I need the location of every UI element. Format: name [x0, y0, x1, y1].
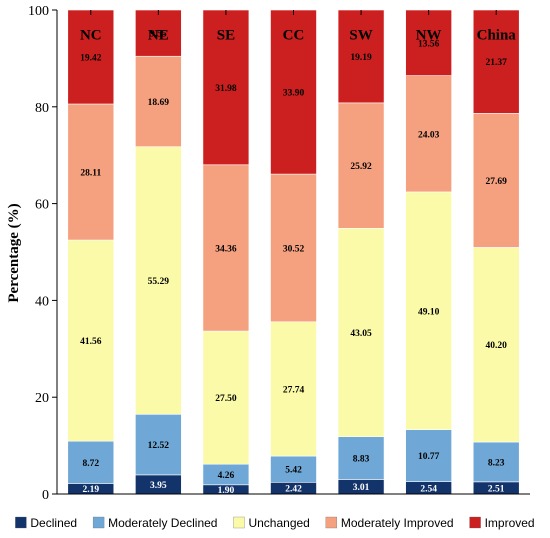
x-axis: NC NE SE CC SW NW China [57, 10, 530, 495]
bar-segment-se-improved [202, 9, 250, 166]
value-label-sw-moderately-improved: 25.92 [350, 162, 372, 172]
bar-segment-se-unchanged [202, 330, 250, 465]
value-label-nw-moderately-declined: 10.77 [418, 452, 440, 462]
legend-label-moderately-improved: Moderately Improved [341, 516, 454, 530]
x-tick-label-nw: NW [416, 28, 442, 44]
value-label-ne-declined: 3.95 [150, 481, 167, 491]
x-tick-label-china: China [477, 28, 517, 44]
x-tick-label-ne: NE [148, 28, 169, 44]
value-label-cc-declined: 2.42 [285, 485, 302, 495]
bar-segment-china-moderately-improved [472, 113, 520, 248]
value-label-cc-improved: 33.90 [283, 89, 305, 99]
x-tick-label-sw: SW [349, 28, 372, 44]
legend-swatch-moderately-improved [325, 516, 338, 529]
bar-segment-ne-improved [135, 9, 182, 57]
value-label-nw-moderately-improved: 24.03 [418, 130, 440, 140]
legend-swatch-unchanged [233, 516, 245, 529]
bar-segment-sw-moderately-declined [337, 436, 385, 480]
bar-segment-sw-moderately-improved [337, 102, 385, 229]
bar-segment-nw-moderately-declined [405, 429, 452, 483]
y-tick-label: 0 [42, 488, 49, 503]
value-labels-group: 2.19 8.72 41.56 28.11 19.42 3.95 12.52 55.29 18.… [80, 30, 507, 496]
value-label-ne-moderately-declined: 12.52 [148, 441, 170, 451]
value-label-sw-improved: 19.19 [350, 53, 372, 63]
y-tick-label: 40 [35, 294, 49, 309]
bar-segment-nw-moderately-improved [405, 75, 452, 193]
value-label-ne-unchanged: 55.29 [148, 277, 170, 287]
value-label-china-unchanged: 40.20 [486, 341, 508, 351]
bar-segment-cc-moderately-declined [270, 455, 317, 483]
value-label-se-moderately-improved: 34.36 [215, 244, 237, 254]
value-label-nw-unchanged: 49.10 [418, 307, 440, 317]
value-label-se-unchanged: 27.50 [215, 394, 237, 404]
bar-segment-se-moderately-improved [202, 164, 250, 332]
bar-segment-china-unchanged [472, 247, 520, 443]
value-label-sw-unchanged: 43.05 [350, 329, 372, 339]
bar-segment-nc-unchanged [67, 239, 115, 442]
legend-swatch-moderately-declined [92, 516, 105, 529]
legend-label-improved: Improved [485, 516, 535, 530]
legend-label-unchanged: Unchanged [248, 516, 309, 530]
legend-label-moderately-declined: Moderately Declined [108, 516, 217, 530]
value-label-nc-improved: 19.42 [80, 53, 102, 63]
value-label-sw-moderately-declined: 8.83 [353, 455, 370, 465]
value-label-china-moderately-declined: 8.23 [488, 458, 505, 468]
bar-segment-nw-unchanged [405, 191, 452, 430]
value-label-nc-moderately-improved: 28.11 [80, 169, 101, 179]
x-tick-label-cc: CC [283, 28, 305, 44]
value-label-se-moderately-declined: 4.26 [218, 471, 235, 481]
y-axis-title: Percentage (%) [6, 203, 22, 302]
bar-segment-ne-unchanged [135, 146, 182, 415]
value-label-ne-improved: 9.55 [150, 30, 167, 40]
x-tick-label-se: SE [217, 28, 235, 44]
y-tick-label: 60 [35, 198, 49, 213]
value-label-nw-improved: 13.56 [418, 39, 440, 49]
value-label-nc-unchanged: 41.56 [80, 337, 102, 347]
value-label-ne-moderately-improved: 18.69 [148, 98, 170, 108]
bar-segment-china-moderately-declined [472, 441, 520, 483]
legend: Declined Moderately Declined Unchanged Mode… [15, 516, 535, 530]
value-label-se-improved: 31.98 [215, 84, 237, 94]
bar-segment-nc-improved [67, 9, 115, 105]
legend-swatch-declined [15, 516, 27, 529]
legend-label-declined: Declined [30, 516, 77, 530]
y-axis: 0 20 40 60 80 100 [28, 4, 58, 503]
bar-segment-cc-improved [270, 9, 317, 175]
bars-group [67, 9, 520, 495]
bar-segment-nc-moderately-improved [67, 103, 115, 241]
value-label-cc-moderately-declined: 5.42 [285, 466, 302, 476]
value-label-nc-moderately-declined: 8.72 [82, 459, 99, 469]
value-label-se-declined: 1.90 [218, 486, 235, 496]
value-label-china-improved: 21.37 [486, 58, 508, 68]
y-tick-label: 80 [35, 101, 49, 116]
value-label-cc-unchanged: 27.74 [283, 385, 305, 395]
value-label-cc-moderately-improved: 30.52 [283, 244, 305, 254]
value-label-sw-declined: 3.01 [353, 483, 370, 493]
x-tick-label-nc: NC [80, 28, 102, 44]
bar-segment-sw-unchanged [337, 228, 385, 437]
value-label-nc-declined: 2.19 [82, 485, 99, 495]
bar-segment-sw-improved [337, 9, 385, 104]
bar-segment-cc-unchanged [270, 321, 317, 457]
value-label-nw-declined: 2.54 [420, 484, 437, 494]
legend-swatch-improved [469, 516, 481, 529]
y-tick-label: 20 [35, 391, 49, 406]
y-tick-label: 100 [28, 4, 49, 19]
bar-segment-ne-moderately-improved [135, 55, 182, 147]
bar-segment-cc-moderately-improved [270, 173, 317, 323]
bar-segment-china-improved [472, 9, 520, 114]
value-label-china-moderately-improved: 27.69 [486, 177, 508, 187]
bar-segment-nc-moderately-declined [67, 440, 115, 484]
value-label-china-declined: 2.51 [488, 484, 505, 494]
